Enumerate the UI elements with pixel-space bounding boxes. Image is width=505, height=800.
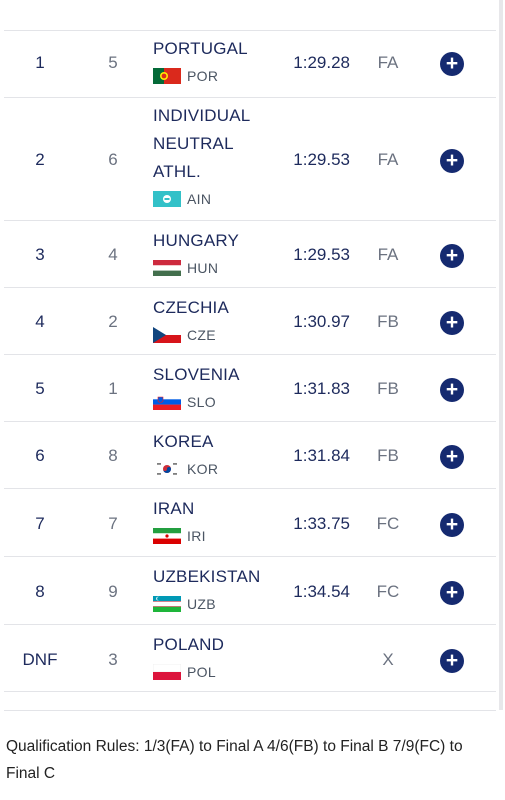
hungary-flag-icon <box>153 260 181 276</box>
plus-circle-icon[interactable]: + <box>440 513 464 537</box>
rank-cell: 6 <box>35 446 45 465</box>
lane-cell: 6 <box>108 150 118 169</box>
time-cell: 1:31.83 <box>293 379 350 398</box>
plus-circle-icon[interactable]: + <box>440 149 464 173</box>
country-cell: PORTUGAL POR <box>153 35 283 87</box>
country-name: CZECHIA <box>153 298 230 317</box>
lane-cell: 5 <box>108 53 118 72</box>
rank-cell: 1 <box>35 53 45 72</box>
plus-circle-icon[interactable]: + <box>440 445 464 469</box>
country-name: INDIVIDUAL NEUTRAL ATHL. <box>153 106 250 181</box>
qualification-cell: FB <box>377 312 399 331</box>
neutral-athletes-flag-icon <box>153 191 181 207</box>
uzbekistan-flag-icon <box>153 596 181 612</box>
time-cell: 1:29.53 <box>293 245 350 264</box>
country-cell: KOREA KOR <box>153 428 283 480</box>
rank-cell: 8 <box>35 582 45 601</box>
table-row[interactable]: 3 4 HUNGARY HUN 1:29.53 FA + <box>4 220 496 287</box>
country-cell: INDIVIDUAL NEUTRAL ATHL. AIN <box>153 102 283 210</box>
qualification-cell: FA <box>377 150 399 169</box>
country-name: UZBEKISTAN <box>153 567 261 586</box>
slovenia-flag-icon <box>153 394 181 410</box>
lane-cell: 2 <box>108 312 118 331</box>
qualification-rules: Qualification Rules: 1/3(FA) to Final A … <box>6 738 463 782</box>
qualification-cell: FA <box>377 245 399 264</box>
country-cell: UZBEKISTAN UZB <box>153 563 283 615</box>
lane-cell: 9 <box>108 582 118 601</box>
country-code: POR <box>187 68 219 84</box>
lane-cell: 3 <box>108 650 118 669</box>
rank-cell: 4 <box>35 312 45 331</box>
scrollbar[interactable] <box>499 0 503 710</box>
table-row[interactable]: 4 2 CZECHIA CZE 1:30.97 FB + <box>4 287 496 354</box>
country-code: POL <box>187 664 216 680</box>
country-code: AIN <box>187 191 212 207</box>
time-cell: 1:30.97 <box>293 312 350 331</box>
time-cell: 1:29.28 <box>293 53 350 72</box>
rank-cell: DNF <box>22 650 58 669</box>
qualification-cell: FC <box>376 582 400 601</box>
rank-cell: 5 <box>35 379 45 398</box>
qualification-cell: FB <box>377 379 399 398</box>
country-code: KOR <box>187 461 219 477</box>
country-cell: POLAND POL <box>153 631 283 683</box>
table-row[interactable]: 8 9 UZBEKISTAN UZB 1:34.54 FC + <box>4 556 496 624</box>
portugal-flag-icon <box>153 68 181 84</box>
qualification-cell: FC <box>376 514 400 533</box>
country-cell: CZECHIA CZE <box>153 294 283 346</box>
country-code: IRI <box>187 528 206 544</box>
poland-flag-icon <box>153 664 181 680</box>
plus-circle-icon[interactable]: + <box>440 378 464 402</box>
country-cell: SLOVENIA SLO <box>153 361 283 413</box>
plus-circle-icon[interactable]: + <box>440 649 464 673</box>
time-cell: 1:31.84 <box>293 446 350 465</box>
country-code: CZE <box>187 327 216 343</box>
table-row[interactable]: 5 1 SLOVENIA SLO 1:31.83 FB + <box>4 354 496 421</box>
lane-cell: 4 <box>108 245 118 264</box>
lane-cell: 8 <box>108 446 118 465</box>
country-code: HUN <box>187 260 219 276</box>
plus-circle-icon[interactable]: + <box>440 244 464 268</box>
divider <box>4 710 496 711</box>
rank-cell: 2 <box>35 150 45 169</box>
rank-cell: 7 <box>35 514 45 533</box>
qualification-cell: FB <box>377 446 399 465</box>
plus-circle-icon[interactable]: + <box>440 311 464 335</box>
country-name: HUNGARY <box>153 231 240 250</box>
plus-circle-icon[interactable]: + <box>440 52 464 76</box>
country-code: UZB <box>187 596 216 612</box>
plus-circle-icon[interactable]: + <box>440 581 464 605</box>
country-name: IRAN <box>153 499 195 518</box>
qualification-cell: X <box>382 650 394 669</box>
country-cell: IRAN IRI <box>153 495 283 547</box>
table-row[interactable]: 7 7 IRAN IRI 1:33.75 FC + <box>4 488 496 556</box>
czechia-flag-icon <box>153 327 181 343</box>
country-name: POLAND <box>153 635 225 654</box>
table-row[interactable]: DNF 3 POLAND POL X + <box>4 624 496 692</box>
rank-cell: 3 <box>35 245 45 264</box>
lane-cell: 1 <box>108 379 118 398</box>
table-row[interactable]: 1 5 PORTUGAL POR 1:29.28 FA + <box>4 30 496 97</box>
country-name: KOREA <box>153 432 214 451</box>
table-row[interactable]: 6 8 KOREA KOR 1:31.84 FB + <box>4 421 496 488</box>
country-name: PORTUGAL <box>153 39 248 58</box>
korea-flag-icon <box>153 461 181 477</box>
time-cell: 1:34.54 <box>293 582 350 601</box>
country-name: SLOVENIA <box>153 365 240 384</box>
table-row[interactable]: 2 6 INDIVIDUAL NEUTRAL ATHL. AIN 1:29.53… <box>4 97 496 220</box>
iran-flag-icon <box>153 528 181 544</box>
time-cell: 1:29.53 <box>293 150 350 169</box>
lane-cell: 7 <box>108 514 118 533</box>
country-cell: HUNGARY HUN <box>153 227 283 279</box>
country-code: SLO <box>187 394 216 410</box>
time-cell: 1:33.75 <box>293 514 350 533</box>
qualification-cell: FA <box>377 53 399 72</box>
